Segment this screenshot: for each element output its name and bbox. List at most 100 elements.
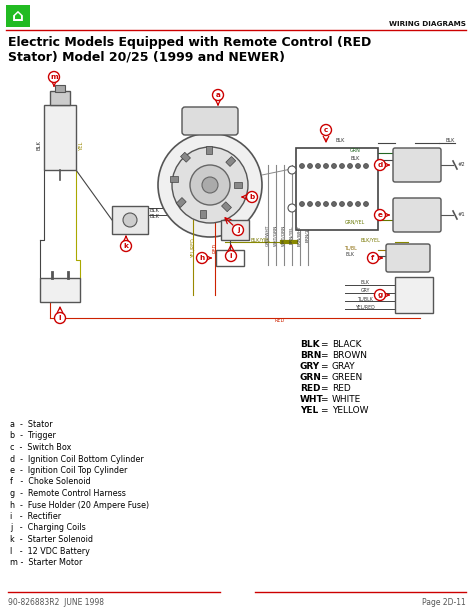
Text: b  -  Trigger: b - Trigger (10, 432, 56, 441)
Bar (216, 250, 244, 266)
Bar (40, 278, 80, 302)
Text: c  -  Switch Box: c - Switch Box (10, 443, 72, 452)
Text: a  -  Stator: a - Stator (10, 420, 53, 429)
Circle shape (288, 166, 296, 174)
Text: k: k (124, 243, 128, 249)
Bar (221, 220, 249, 240)
Text: WHT: WHT (300, 395, 324, 404)
Bar (176, 197, 186, 207)
Bar (234, 182, 242, 188)
Text: i   -  Rectifier: i - Rectifier (10, 512, 61, 521)
Text: e  -  Ignition Coil Top Cylinder: e - Ignition Coil Top Cylinder (10, 466, 128, 475)
Circle shape (316, 164, 320, 169)
Circle shape (158, 133, 262, 237)
FancyBboxPatch shape (386, 244, 430, 272)
Text: BLK/YEL: BLK/YEL (250, 237, 270, 243)
Text: Page 2D-11: Page 2D-11 (422, 598, 466, 607)
Text: GRN/YEL: GRN/YEL (345, 219, 365, 224)
Text: GRY: GRY (300, 362, 320, 371)
Circle shape (48, 72, 60, 83)
FancyBboxPatch shape (393, 198, 441, 232)
Text: WHT/GRN: WHT/GRN (274, 224, 278, 246)
Text: YEL: YEL (79, 140, 83, 150)
Bar (206, 146, 212, 154)
Text: BRN/1: BRN/1 (306, 228, 310, 242)
Circle shape (288, 204, 296, 212)
Circle shape (331, 202, 337, 207)
Text: YELLOW: YELLOW (332, 406, 368, 415)
Bar (44, 105, 76, 170)
Text: TL/BLK: TL/BLK (357, 297, 373, 302)
Bar (226, 156, 236, 167)
Text: =: = (320, 362, 328, 371)
Text: BLK: BLK (149, 215, 159, 219)
Text: =: = (320, 373, 328, 382)
Text: #2: #2 (457, 162, 465, 167)
Text: l: l (59, 315, 61, 321)
Text: e: e (378, 212, 383, 218)
Text: YEL/RED: YEL/RED (355, 305, 375, 310)
Text: GRN: GRN (300, 373, 322, 382)
Bar (200, 210, 206, 218)
Text: GRN: GRN (349, 148, 360, 153)
Circle shape (367, 253, 379, 264)
Text: BLK: BLK (361, 281, 369, 286)
Bar (170, 176, 178, 182)
Text: RED: RED (332, 384, 351, 393)
Text: BLK: BLK (149, 207, 159, 213)
Circle shape (246, 191, 257, 202)
Text: YEL/RED: YEL/RED (191, 238, 195, 258)
FancyBboxPatch shape (6, 5, 30, 27)
Text: d: d (377, 162, 383, 168)
Text: h  -  Fuse Holder (20 Ampere Fuse): h - Fuse Holder (20 Ampere Fuse) (10, 500, 149, 509)
Text: m -  Starter Motor: m - Starter Motor (10, 558, 82, 567)
Bar (221, 202, 231, 211)
FancyBboxPatch shape (182, 107, 238, 135)
Circle shape (190, 165, 230, 205)
Circle shape (339, 164, 345, 169)
Circle shape (120, 240, 131, 251)
FancyBboxPatch shape (393, 148, 441, 182)
Bar (55, 85, 65, 92)
Text: WHITE: WHITE (332, 395, 361, 404)
Text: TL/BL: TL/BL (344, 245, 356, 251)
Circle shape (356, 164, 361, 169)
Circle shape (347, 202, 353, 207)
Bar (296, 148, 378, 230)
Text: Stator) Model 20/25 (1999 and NEWER): Stator) Model 20/25 (1999 and NEWER) (8, 50, 285, 63)
Circle shape (172, 147, 248, 223)
Text: BRN: BRN (300, 351, 321, 360)
Circle shape (331, 164, 337, 169)
Circle shape (197, 253, 208, 264)
Text: #1: #1 (457, 213, 465, 218)
Text: f   -  Choke Solenoid: f - Choke Solenoid (10, 478, 91, 487)
Text: GRAY: GRAY (332, 362, 356, 371)
Text: j: j (237, 227, 239, 233)
Circle shape (323, 202, 328, 207)
Text: BLK: BLK (335, 137, 345, 142)
Text: WHT/ORN: WHT/ORN (282, 224, 286, 246)
Circle shape (300, 164, 304, 169)
Circle shape (308, 202, 312, 207)
Text: m: m (50, 74, 58, 80)
Circle shape (347, 164, 353, 169)
Circle shape (320, 124, 331, 135)
Text: l   -  12 VDC Battery: l - 12 VDC Battery (10, 547, 90, 555)
Text: GRN/WHT: GRN/WHT (266, 224, 270, 246)
Text: RED: RED (275, 319, 285, 324)
Text: a: a (216, 92, 220, 98)
Bar (395, 277, 433, 313)
Text: b: b (249, 194, 255, 200)
Text: d  -  Ignition Coil Bottom Cylinder: d - Ignition Coil Bottom Cylinder (10, 454, 144, 463)
Text: ⌂: ⌂ (12, 7, 24, 25)
Text: BLK: BLK (300, 340, 319, 349)
Circle shape (226, 251, 237, 262)
Text: RED: RED (300, 384, 320, 393)
Text: 90-826883R2  JUNE 1998: 90-826883R2 JUNE 1998 (8, 598, 104, 607)
Circle shape (202, 177, 218, 193)
Text: BLK: BLK (346, 253, 355, 257)
Circle shape (316, 202, 320, 207)
Text: BLK: BLK (36, 140, 42, 150)
Text: BLK: BLK (445, 137, 455, 142)
Text: BLACK: BLACK (332, 340, 362, 349)
